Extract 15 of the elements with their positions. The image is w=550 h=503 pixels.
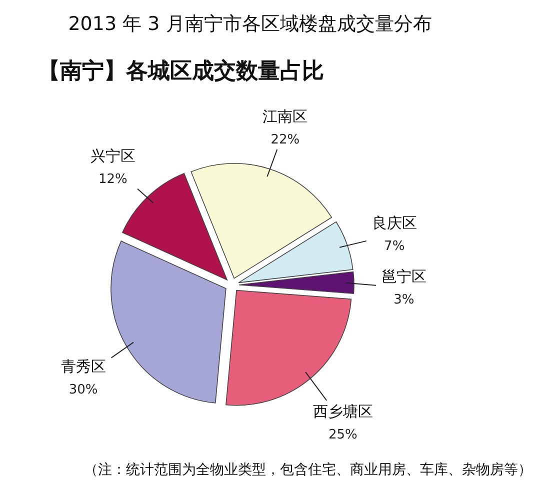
slice-label: 兴宁区: [90, 146, 136, 165]
data-label: 12%: [98, 172, 128, 187]
text: （注：统计范围为全物业类型，包含住宅、商业用房、车库、杂物房等）: [84, 462, 532, 478]
data-label: 3%: [394, 292, 414, 308]
slice-label: 西乡塘区: [312, 402, 373, 420]
chart-subtitle: 【南宁】各城区成交数量占比: [38, 58, 324, 84]
slice-label: 邕宁区: [381, 268, 426, 286]
data-label: 7%: [384, 239, 405, 254]
data-label: 30%: [68, 382, 98, 398]
data-label: 22%: [270, 132, 300, 148]
slice-label: 江南区: [262, 107, 308, 126]
data-label: 25%: [328, 427, 358, 442]
slice-label: 良庆区: [372, 214, 417, 232]
chart-title: 2013 年 3 月南宁市各区域楼盘成交量分布: [68, 13, 432, 35]
slice-label: 青秀区: [60, 357, 106, 376]
